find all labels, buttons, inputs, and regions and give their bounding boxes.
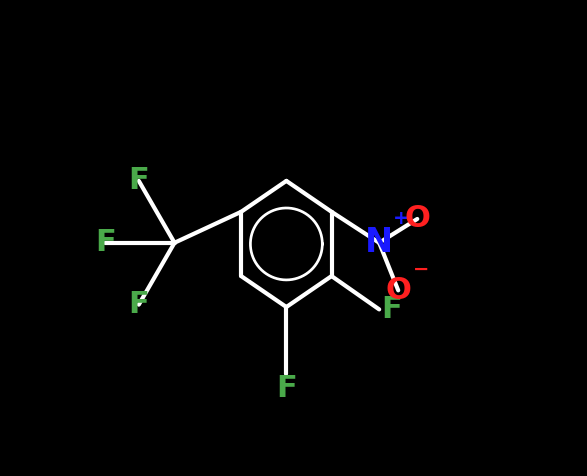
- Text: F: F: [276, 374, 297, 403]
- Text: O: O: [404, 205, 430, 233]
- Text: +: +: [393, 209, 409, 228]
- Text: O: O: [385, 276, 411, 305]
- Text: F: F: [129, 290, 149, 319]
- Text: −: −: [413, 259, 429, 278]
- Text: F: F: [95, 228, 116, 257]
- Text: N: N: [365, 226, 393, 259]
- Text: F: F: [382, 295, 402, 324]
- Text: F: F: [129, 167, 149, 195]
